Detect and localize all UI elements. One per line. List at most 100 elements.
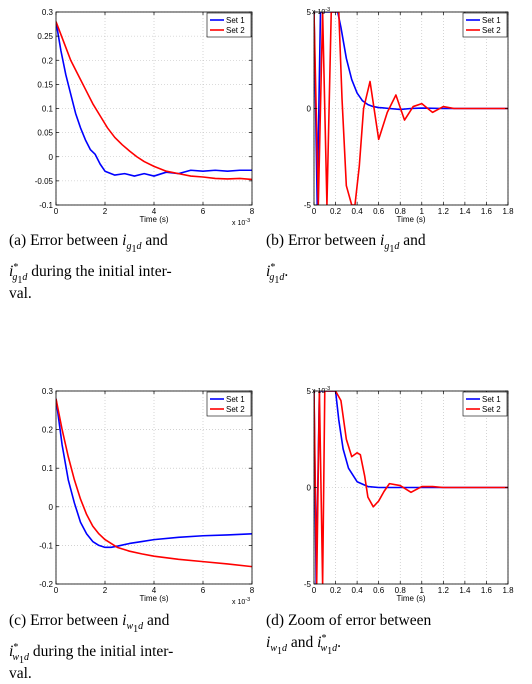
x-tick-label: 6 <box>201 207 206 216</box>
x-tick-label: 1.4 <box>459 586 471 595</box>
x-tick-label: 4 <box>152 586 157 595</box>
x-tick-label: 1.2 <box>438 586 450 595</box>
legend-label: Set 1 <box>226 16 245 25</box>
legend-label: Set 2 <box>482 26 501 35</box>
legend-label: Set 1 <box>226 395 245 404</box>
y-tick-label: 0.05 <box>37 129 53 138</box>
series-line-set-2 <box>314 12 508 205</box>
chart-c: 0 2 4 6 8 -0.2 -0.1 0 0.1 0.2 0.3 Time (s) x 10-3 Set… <box>39 387 255 606</box>
x-axis-label: Time (s) <box>139 594 168 603</box>
x-tick-label: 0 <box>312 586 317 595</box>
y-tick-label: 0.25 <box>37 32 53 41</box>
x-tick-label: 0 <box>312 207 317 216</box>
x-tick-label: 1.8 <box>502 586 514 595</box>
series-line-set-2 <box>314 391 508 584</box>
series-line-set-1 <box>56 21 252 177</box>
series-line-set-2 <box>56 398 252 568</box>
x-tick-label: 8 <box>250 586 255 595</box>
y-tick-label: 0.2 <box>42 426 54 435</box>
x-tick-label: 1.4 <box>459 207 471 216</box>
y-tick-label: 0 <box>49 153 54 162</box>
y-tick-label: -0.2 <box>39 580 53 589</box>
y-tick-label: -5 <box>304 580 312 589</box>
x-tick-label: 8 <box>250 207 255 216</box>
y-tick-label: 0.3 <box>42 387 54 396</box>
x-tick-label: 0.2 <box>330 207 342 216</box>
x-tick-label: 0 <box>54 586 59 595</box>
legend-box <box>206 12 252 38</box>
y-tick-label: -0.1 <box>39 201 53 210</box>
x-axis-label: Time (s) <box>396 215 425 224</box>
y-tick-label: -0.05 <box>35 177 54 186</box>
series-group <box>314 12 508 205</box>
legend-box <box>206 391 252 417</box>
x-exponent-label: x 10-3 <box>232 597 250 606</box>
x-tick-label: 1 <box>420 586 425 595</box>
caption-c: (c) Error between iw1d and i*w1d during … <box>9 612 174 683</box>
caption-a: (a) Error between ig1d and i*g1d during … <box>9 232 172 303</box>
legend-box <box>462 391 508 417</box>
legend-box <box>462 12 508 38</box>
y-tick-label: 0 <box>307 484 312 493</box>
legend-label: Set 2 <box>226 26 245 35</box>
y-tick-label: 0 <box>49 503 54 512</box>
x-tick-label: 4 <box>152 207 157 216</box>
legend-label: Set 1 <box>482 395 501 404</box>
series-line-set-1 <box>314 391 508 584</box>
series-group <box>56 398 252 568</box>
x-tick-label: 0.6 <box>373 586 385 595</box>
y-tick-label: 0.3 <box>42 8 54 17</box>
legend-label: Set 2 <box>482 405 501 414</box>
legend-label: Set 2 <box>226 405 245 414</box>
series-line-set-2 <box>56 21 252 181</box>
x-tick-label: 2 <box>103 207 108 216</box>
y-exponent-label: x 10-3 <box>312 386 330 395</box>
x-exponent-power: -3 <box>245 597 250 603</box>
series-group <box>56 21 252 181</box>
x-tick-label: 0.4 <box>352 586 364 595</box>
series-line-set-1 <box>314 12 508 205</box>
series-line-set-1 <box>56 398 252 549</box>
y-tick-label: 0.2 <box>42 56 54 65</box>
x-tick-label: 0 <box>54 207 59 216</box>
x-tick-label: 0.4 <box>352 207 364 216</box>
x-tick-label: 1.6 <box>481 586 493 595</box>
x-tick-label: 2 <box>103 586 108 595</box>
y-exponent-power: -3 <box>325 386 330 392</box>
y-tick-label: 0.15 <box>37 80 53 89</box>
y-tick-label: 5 <box>307 8 312 17</box>
x-exponent-label: x 10-3 <box>232 218 250 227</box>
x-tick-label: 0.8 <box>395 586 407 595</box>
caption-b: (b) Error between ig1d and i*g1d. <box>266 232 426 287</box>
x-tick-label: 0.2 <box>330 586 342 595</box>
x-tick-label: 6 <box>201 586 206 595</box>
y-tick-label: -5 <box>304 201 312 210</box>
y-tick-label: 5 <box>307 387 312 396</box>
series-group <box>314 391 508 584</box>
y-tick-label: 0 <box>307 105 312 114</box>
y-tick-label: 0.1 <box>42 464 54 473</box>
x-axis-label: Time (s) <box>139 215 168 224</box>
y-exponent-power: -3 <box>325 7 330 13</box>
x-tick-label: 1.6 <box>481 207 493 216</box>
x-axis-label: Time (s) <box>396 594 425 603</box>
legend-label: Set 1 <box>482 16 501 25</box>
x-exponent-power: -3 <box>245 218 250 224</box>
y-tick-label: -0.1 <box>39 541 53 550</box>
chart-a: 0 2 4 6 8 -0.1 -0.05 0 0.05 0.1 0.15 0.2 0.25 0.3 Time… <box>35 8 255 227</box>
y-exponent-label: x 10-3 <box>312 7 330 16</box>
x-tick-label: 1.2 <box>438 207 450 216</box>
caption-d: (d) Zoom of error between iw1d and i*w1d… <box>266 612 432 658</box>
x-tick-label: 0.8 <box>395 207 407 216</box>
x-tick-label: 0.6 <box>373 207 385 216</box>
x-tick-label: 1.8 <box>502 207 514 216</box>
y-tick-label: 0.1 <box>42 105 54 114</box>
x-tick-label: 1 <box>420 207 425 216</box>
